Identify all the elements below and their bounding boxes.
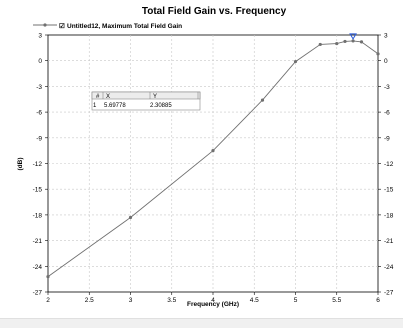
x-ticks: 2 2.5 3 3.5 4 4.5 5 5.5 6 bbox=[46, 292, 380, 304]
x-tick-label: 5.5 bbox=[332, 297, 341, 304]
data-point bbox=[343, 39, 347, 44]
x-tick-label: 6 bbox=[376, 297, 380, 304]
y-tick-label-right: -3 bbox=[384, 84, 390, 91]
y-tick-label-right: 0 bbox=[384, 58, 388, 65]
legend-label: Untitled12, Maximum Total Field Gain bbox=[67, 23, 182, 30]
marker-table-cell-x: 5.69778 bbox=[104, 103, 126, 109]
y-tick-label-right: -18 bbox=[384, 212, 394, 219]
y-tick-label-left: -27 bbox=[33, 290, 43, 297]
grid bbox=[48, 35, 378, 292]
data-point bbox=[260, 98, 265, 102]
x-tick-label: 3 bbox=[129, 297, 133, 304]
data-point bbox=[128, 215, 133, 220]
x-tick-label: 5 bbox=[294, 297, 298, 304]
y-ticks-right: 3 0 -3 -6 -9 -12 -15 -18 -21 -24 -27 bbox=[378, 33, 394, 297]
y-tick-label-left: -15 bbox=[33, 187, 43, 194]
data-point bbox=[318, 42, 322, 47]
y-tick-label-left: -12 bbox=[33, 161, 43, 168]
y-tick-label-left: -24 bbox=[33, 264, 43, 271]
marker-table[interactable]: # X Y 1 5.69778 2.30885 bbox=[91, 91, 201, 111]
data-point bbox=[376, 52, 380, 56]
data-point bbox=[335, 41, 339, 46]
x-tick-label: 3.5 bbox=[167, 297, 176, 304]
y-tick-label-left: -18 bbox=[33, 212, 43, 219]
y-tick-label-right: -27 bbox=[384, 290, 394, 297]
x-tick-label: 2.5 bbox=[85, 297, 94, 304]
x-axis-label: Frequency (GHz) bbox=[187, 301, 239, 308]
data-point bbox=[293, 59, 298, 64]
data-point bbox=[359, 40, 364, 44]
legend-checkbox[interactable]: ☑ bbox=[59, 22, 65, 30]
y-ticks-left: 3 0 -3 -6 -9 -12 -15 -18 -21 -24 -27 bbox=[33, 33, 48, 297]
bottom-status-bar bbox=[0, 318, 403, 328]
marker-table-header-index: # bbox=[96, 94, 100, 100]
y-tick-label-right: -9 bbox=[384, 135, 390, 142]
marker-triangle[interactable] bbox=[349, 33, 357, 40]
y-tick-label-left: 3 bbox=[38, 33, 42, 40]
y-tick-label-right: -6 bbox=[384, 110, 390, 117]
y-tick-label-right: -12 bbox=[384, 161, 394, 168]
y-tick-label-left: -9 bbox=[36, 135, 42, 142]
y-tick-label-right: -24 bbox=[384, 264, 394, 271]
y-axis-label: (dB) bbox=[17, 158, 24, 171]
x-tick-label: 2 bbox=[46, 297, 50, 304]
y-tick-label-left: -3 bbox=[36, 84, 42, 91]
marker-table-header bbox=[91, 91, 201, 100]
marker-table-header-x: X bbox=[106, 94, 110, 100]
y-tick-label-right: 3 bbox=[384, 33, 388, 40]
y-tick-label-left: 0 bbox=[38, 58, 42, 65]
chart-area: Total Field Gain vs. Frequency ☑ Untitle… bbox=[17, 6, 394, 308]
x-tick-label: 4 bbox=[211, 297, 215, 304]
data-point bbox=[46, 274, 50, 279]
y-tick-label-right: -15 bbox=[384, 187, 394, 194]
x-tick-label: 4.5 bbox=[250, 297, 259, 304]
data-point bbox=[351, 39, 355, 43]
legend: ☑ Untitled12, Maximum Total Field Gain bbox=[33, 22, 182, 30]
y-tick-label-left: -21 bbox=[33, 238, 43, 245]
y-tick-label-right: -21 bbox=[384, 238, 394, 245]
legend-marker bbox=[43, 23, 47, 27]
data-point bbox=[211, 149, 215, 153]
series bbox=[46, 39, 380, 279]
marker-table-header-y: Y bbox=[153, 94, 157, 100]
chart-title: Total Field Gain vs. Frequency bbox=[142, 6, 287, 17]
y-tick-label-left: -6 bbox=[36, 110, 42, 117]
marker-table-cell-index: 1 bbox=[93, 103, 97, 109]
marker-table-cell-y: 2.30885 bbox=[150, 103, 172, 109]
